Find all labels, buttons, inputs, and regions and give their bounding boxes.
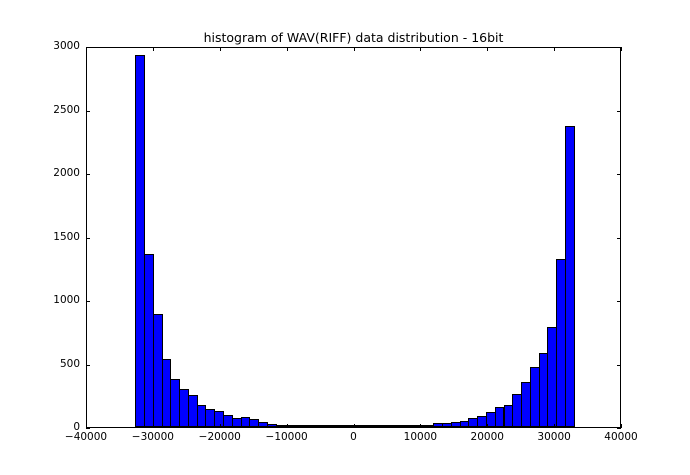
y-tick-mark [86,428,90,429]
histogram-bars [87,48,620,427]
x-tick-label: 10000 [403,431,438,443]
y-tick-mark [86,364,90,366]
y-tick-label: 2500 [53,103,80,116]
y-tick-label: 1500 [53,230,80,243]
x-tick-mark [286,47,288,51]
plot-area [86,47,621,428]
x-tick-mark [353,47,355,51]
y-tick-mark [86,47,90,48]
y-tick-label: 1000 [53,294,80,306]
chart-title: histogram of WAV(RIFF) data distribution… [203,30,504,45]
y-tick-mark [86,174,90,175]
y-tick-mark [86,237,90,239]
y-tick-mark [617,428,621,429]
y-tick-label: 0 [73,421,80,433]
x-tick-mark [86,424,87,428]
x-tick-mark [219,47,221,51]
y-tick-mark [617,301,621,302]
x-tick-mark [353,424,355,428]
y-tick-mark [86,110,90,112]
x-tick-mark [554,47,556,51]
x-tick-mark [286,424,288,428]
y-tick-label: 2000 [53,167,80,179]
y-tick-mark [86,301,90,302]
x-tick-mark [554,424,556,428]
x-tick-label: −40000 [64,431,108,443]
y-tick-mark [617,110,621,112]
x-tick-label: −10000 [265,431,308,443]
x-tick-label: 0 [350,431,357,443]
x-tick-mark [420,47,422,51]
histogram-bar [135,54,146,427]
x-tick-label: 40000 [604,431,638,443]
y-tick-label: 500 [59,357,80,370]
y-tick-mark [617,47,621,48]
x-tick-mark [152,424,154,428]
x-tick-mark [420,424,422,428]
x-tick-mark [621,47,622,51]
histogram-bar [564,126,575,427]
x-tick-mark [219,424,221,428]
x-tick-label: −20000 [198,431,241,443]
x-tick-mark [487,47,489,51]
x-tick-mark [86,47,87,51]
y-tick-label: 3000 [53,40,80,52]
y-tick-mark [617,174,621,175]
x-tick-mark [487,424,489,428]
x-tick-label: 30000 [537,431,571,443]
y-tick-mark [617,364,621,366]
y-tick-mark [617,237,621,239]
x-tick-label: −30000 [131,431,174,443]
x-tick-label: 20000 [470,431,504,443]
x-tick-mark [152,47,154,51]
x-tick-mark [621,424,622,428]
